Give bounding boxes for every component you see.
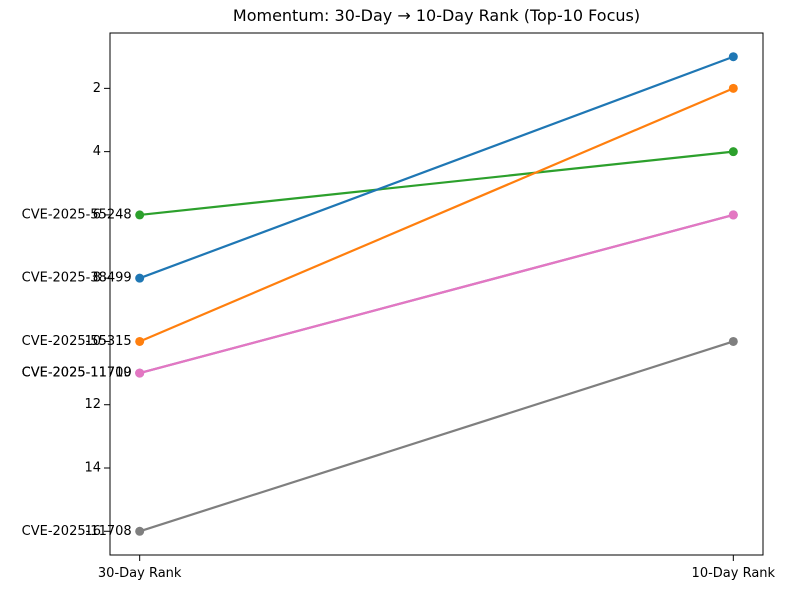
y-tick-label: 4 — [93, 144, 101, 159]
cve-label: CVE-2025-11708 — [22, 524, 132, 539]
series-marker-30day — [135, 210, 145, 220]
y-tick-label: 10 — [84, 334, 101, 349]
series-line — [139, 340, 734, 533]
cve-label: CVE-2025-55248 — [22, 207, 132, 222]
series-marker-10day — [728, 147, 738, 157]
series-line — [139, 213, 734, 375]
y-tick-label: 12 — [84, 397, 101, 412]
series-line — [139, 55, 734, 280]
series-line — [139, 87, 734, 343]
x-axis-label: 10-Day Rank — [692, 566, 776, 581]
series-marker-10day — [728, 52, 738, 62]
plot-border — [109, 32, 764, 556]
cve-label: CVE-2025-11709 — [22, 366, 132, 381]
y-tick-label: 6 — [93, 207, 101, 222]
y-tick-label: 14 — [84, 461, 101, 476]
series-marker-10day — [728, 83, 738, 93]
series-marker-30day — [135, 336, 145, 346]
series-marker-30day — [135, 273, 145, 283]
series-marker-10day — [728, 210, 738, 220]
y-tick-label: 16 — [84, 524, 101, 539]
x-axis-label: 30-Day Rank — [98, 566, 182, 581]
cve-label: CVE-2025-38499 — [22, 271, 132, 286]
series-line — [139, 150, 734, 217]
cve-label: CVE-2025-11710 — [22, 366, 132, 381]
series-marker-30day — [135, 526, 145, 536]
cve-label: CVE-2025-55315 — [22, 334, 132, 349]
chart-title: Momentum: 30-Day → 10-Day Rank (Top-10 F… — [232, 6, 641, 25]
y-tick-label: 2 — [93, 81, 101, 96]
y-tick-label: 8 — [93, 271, 101, 286]
series-marker-10day — [728, 336, 738, 346]
series-marker-30day — [135, 368, 145, 378]
